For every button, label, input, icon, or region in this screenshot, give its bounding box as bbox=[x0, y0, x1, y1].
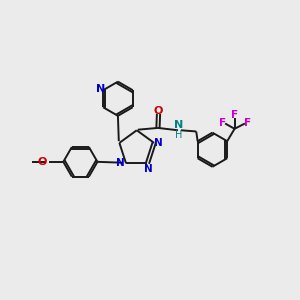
Text: N: N bbox=[96, 84, 105, 94]
Text: O: O bbox=[154, 106, 163, 116]
Text: N: N bbox=[154, 138, 163, 148]
Text: H: H bbox=[175, 130, 182, 140]
Text: O: O bbox=[38, 157, 47, 167]
Text: N: N bbox=[174, 120, 183, 130]
Text: N: N bbox=[144, 164, 152, 174]
Text: F: F bbox=[231, 110, 238, 120]
Text: F: F bbox=[244, 118, 251, 128]
Text: F: F bbox=[219, 118, 226, 128]
Text: N: N bbox=[116, 158, 125, 168]
